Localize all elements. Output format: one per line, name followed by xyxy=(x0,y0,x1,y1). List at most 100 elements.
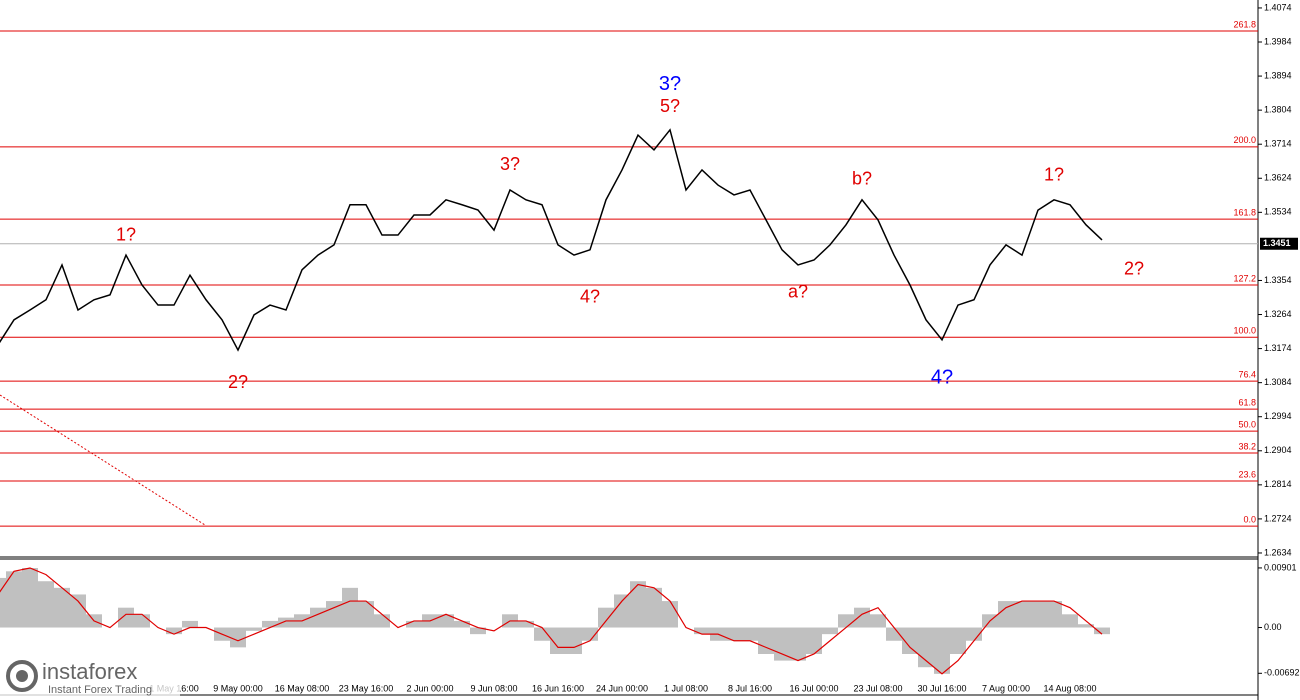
wave-label: 3? xyxy=(659,73,681,95)
x-tick-label: 7 Aug 00:00 xyxy=(982,683,1030,693)
macd-bar xyxy=(262,620,278,628)
macd-bar xyxy=(454,620,470,628)
y-tick-label: 1.3984 xyxy=(1264,36,1292,46)
wave-label: 2? xyxy=(1124,259,1144,279)
macd-bar xyxy=(1078,624,1094,628)
price-line xyxy=(0,128,1103,352)
macd-bar xyxy=(998,601,1014,628)
macd-bar xyxy=(38,581,54,628)
fib-label: 127.2 xyxy=(1233,273,1256,283)
macd-bar xyxy=(54,587,70,628)
x-tick-label: 8 Jul 16:00 xyxy=(728,683,772,693)
y-tick-label: 1.2904 xyxy=(1264,445,1292,455)
macd-bar xyxy=(246,627,262,631)
macd-bar xyxy=(230,627,246,648)
y-tick-label: 1.3894 xyxy=(1264,70,1292,80)
fib-label: 100.0 xyxy=(1233,326,1256,336)
wave-label: 3? xyxy=(500,154,520,174)
macd-bar xyxy=(342,587,358,628)
y-tick-label: 1.3624 xyxy=(1264,173,1292,183)
fib-label: 261.8 xyxy=(1233,19,1256,29)
macd-bar xyxy=(1014,601,1030,628)
macd-bar xyxy=(134,614,150,628)
x-tick-label: 24 Jun 00:00 xyxy=(596,683,648,693)
x-tick-label: 16 Jun 16:00 xyxy=(532,683,584,693)
macd-bar xyxy=(614,594,630,628)
macd-bar xyxy=(662,601,678,628)
macd-bar xyxy=(1062,614,1078,628)
macd-bar xyxy=(886,627,902,641)
watermark-logo xyxy=(6,660,38,692)
macd-bar xyxy=(582,627,598,641)
watermark-slogan: Instant Forex Trading xyxy=(48,684,152,696)
macd-bar xyxy=(22,567,38,628)
y-tick-label: -0.00692 xyxy=(1264,668,1300,678)
y-tick-label: 1.3084 xyxy=(1264,377,1292,387)
macd-bar xyxy=(870,614,886,628)
y-tick-label: 1.3714 xyxy=(1264,139,1292,149)
macd-bar xyxy=(726,627,742,641)
macd-bar xyxy=(566,627,582,654)
macd-bar xyxy=(6,571,22,628)
macd-bar xyxy=(438,614,454,628)
macd-bar xyxy=(950,627,966,654)
signal-line xyxy=(0,567,1103,675)
wave-label: a? xyxy=(788,282,808,302)
macd-bar xyxy=(854,607,870,628)
macd-bar xyxy=(534,627,550,641)
y-tick-label: 1.3174 xyxy=(1264,343,1292,353)
wave-label: 4? xyxy=(931,366,953,388)
fib-label: 50.0 xyxy=(1238,419,1256,429)
fib-label: 23.6 xyxy=(1238,469,1256,479)
macd-bar xyxy=(694,627,710,635)
macd-bar xyxy=(774,627,790,661)
watermark: instaforex Instant Forex Trading xyxy=(0,655,180,697)
wave-label: 1? xyxy=(1044,165,1064,185)
fib-label: 38.2 xyxy=(1238,441,1256,451)
macd-bar xyxy=(182,620,198,628)
macd-bar xyxy=(310,607,326,628)
price-panel xyxy=(0,0,1258,556)
fib-label: 161.8 xyxy=(1233,208,1256,218)
watermark-logo xyxy=(16,670,28,682)
y-tick-label: 0.00 xyxy=(1264,622,1282,632)
fib-label: 200.0 xyxy=(1233,135,1256,145)
wave-label: 2? xyxy=(228,372,248,392)
macd-bar xyxy=(790,627,806,661)
fib-label: 0.0 xyxy=(1243,514,1256,524)
x-tick-label: 23 May 16:00 xyxy=(339,683,394,693)
x-tick-label: 2 Jun 00:00 xyxy=(406,683,453,693)
trend-line xyxy=(0,394,206,526)
y-tick-label: 1.3534 xyxy=(1264,207,1292,217)
fib-label: 61.8 xyxy=(1238,398,1256,408)
macd-bar xyxy=(1094,627,1110,635)
wave-label: 1? xyxy=(116,225,136,245)
y-tick-label: 0.00901 xyxy=(1264,562,1297,572)
macd-bar xyxy=(118,607,134,628)
macd-bar xyxy=(70,594,86,628)
y-tick-label: 1.3354 xyxy=(1264,275,1292,285)
macd-bar xyxy=(598,607,614,628)
macd-bar xyxy=(822,627,838,635)
macd-bar xyxy=(166,627,182,635)
x-tick-label: 9 May 00:00 xyxy=(213,683,263,693)
macd-bar xyxy=(278,617,294,628)
macd-bar xyxy=(326,601,342,628)
x-tick-label: 9 Jun 08:00 xyxy=(470,683,517,693)
macd-bar xyxy=(358,601,374,628)
y-tick-label: 1.3264 xyxy=(1264,309,1292,319)
macd-bar xyxy=(406,620,422,628)
y-tick-label: 1.3804 xyxy=(1264,105,1292,115)
macd-bar xyxy=(966,627,982,641)
y-tick-label: 1.2814 xyxy=(1264,479,1292,489)
macd-bar xyxy=(838,614,854,628)
macd-bar xyxy=(0,577,6,628)
watermark-brand: instaforex xyxy=(42,659,137,684)
macd-bar xyxy=(374,614,390,628)
x-tick-label: 16 May 08:00 xyxy=(275,683,330,693)
y-tick-label: 1.2634 xyxy=(1264,547,1292,557)
macd-bar xyxy=(1046,601,1062,628)
y-tick-label: 1.2724 xyxy=(1264,513,1292,523)
